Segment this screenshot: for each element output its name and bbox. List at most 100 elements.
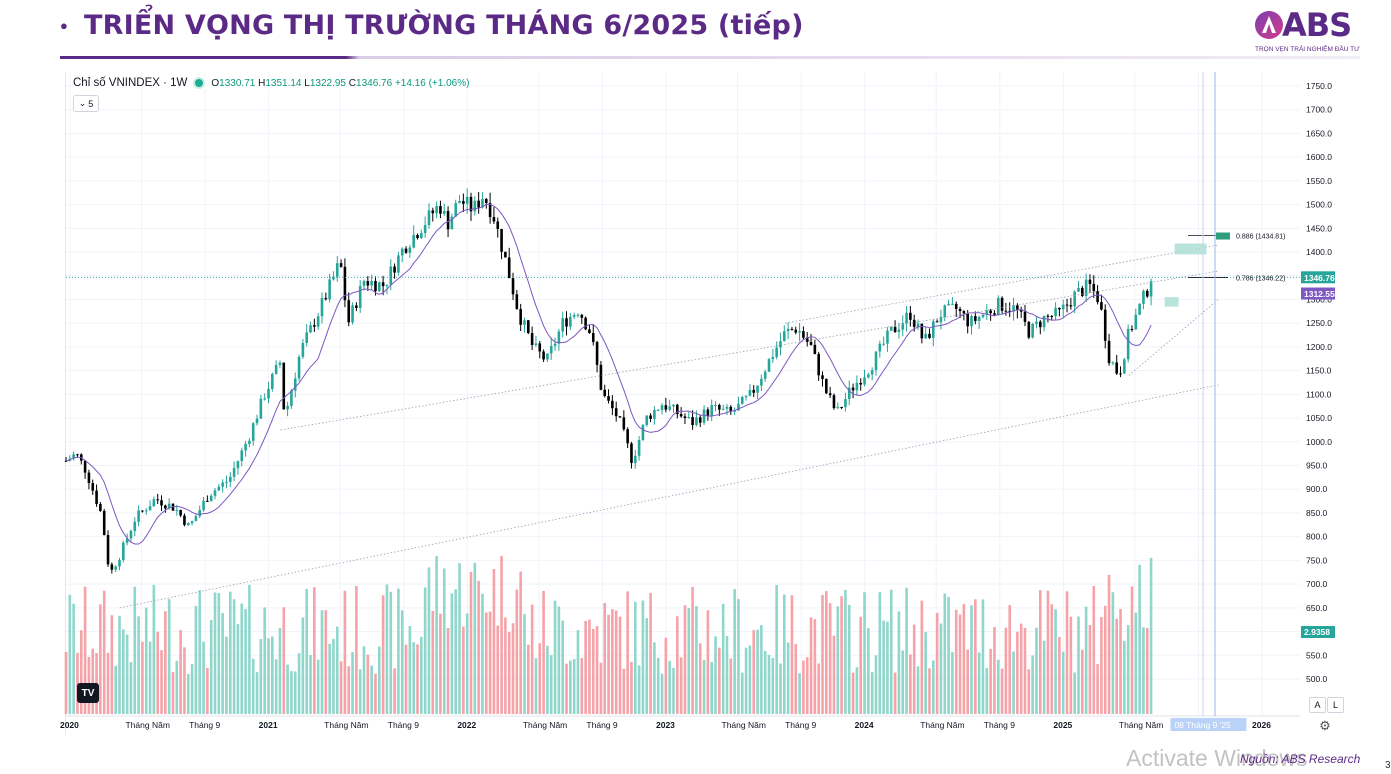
volume-bar (637, 665, 641, 714)
candle-body (351, 305, 354, 323)
volume-bar (542, 590, 545, 714)
candle-body (549, 345, 553, 354)
candle-body (939, 316, 943, 323)
volume-bar (152, 584, 156, 714)
volume-bar (347, 666, 351, 714)
candle-body (863, 377, 866, 385)
candle-body (836, 406, 840, 409)
candle-body (198, 510, 202, 517)
volume-bar (248, 584, 251, 714)
volume-bar (454, 589, 458, 714)
candle-body (179, 509, 182, 516)
volume-bar (729, 658, 733, 714)
volume-bar (1130, 586, 1134, 714)
y-tick-label: 1400.0 (1306, 247, 1332, 257)
volume-bar (989, 648, 992, 714)
candle-body (209, 495, 213, 502)
candle-body (679, 413, 683, 417)
volume-bar (710, 661, 714, 714)
volume-bar (232, 599, 236, 714)
volume-bar (905, 587, 908, 714)
symbol-label[interactable]: Chỉ số VNINDEX · 1W (73, 77, 188, 89)
x-tick-label: 2022 (457, 720, 476, 730)
volume-bar (263, 607, 266, 714)
volume-bar (420, 636, 423, 714)
volume-bar (305, 588, 309, 714)
y-tick-label: 1550.0 (1306, 176, 1332, 186)
volume-bar (748, 645, 752, 714)
volume-bar (462, 626, 465, 714)
candle-body (420, 232, 423, 239)
candle-body (1042, 315, 1046, 328)
volume-bar (832, 635, 836, 714)
volume-bar (320, 610, 324, 714)
gear-icon[interactable]: ⚙ (1319, 718, 1331, 733)
candle-body (847, 387, 851, 400)
candle-body (584, 317, 587, 330)
candle-body (500, 229, 503, 252)
volume-bar (805, 657, 809, 714)
crosshair-date-label: 08 Tháng 9 '25 (1174, 720, 1231, 730)
volume-bar (194, 605, 198, 714)
title-underline (60, 56, 1360, 59)
log-scale-button[interactable]: L (1327, 697, 1344, 713)
volume-bar (297, 653, 301, 714)
candle-body (156, 499, 159, 501)
candle-body (343, 266, 347, 301)
volume-bar (572, 659, 576, 714)
tradingview-logo[interactable]: TV (77, 683, 99, 703)
candle-body (668, 406, 671, 410)
volume-bar (763, 650, 767, 714)
candle-body (649, 415, 652, 419)
indicator-toggle-button[interactable]: ⌄ 5 (73, 95, 99, 112)
volume-bar (698, 643, 702, 714)
volume-bar (244, 609, 247, 714)
candle-body (706, 409, 710, 416)
auto-scale-button[interactable]: A (1309, 697, 1326, 713)
candle-body (947, 303, 950, 306)
volume-bar (1065, 591, 1069, 714)
volume-bar (500, 555, 503, 714)
candle-body (393, 266, 396, 273)
candle-body (1149, 281, 1153, 297)
target-zone-box (1164, 297, 1179, 307)
volume-bar (114, 665, 117, 714)
volume-bar (630, 661, 633, 714)
candle-body (993, 313, 996, 315)
candle-body (805, 337, 809, 343)
volume-bar (416, 644, 419, 714)
volume-bar (404, 644, 408, 714)
volume-bar (316, 659, 320, 714)
candle-body (76, 454, 79, 456)
volume-bar (771, 658, 775, 714)
candle-body (897, 329, 901, 333)
volume-bar (828, 603, 832, 714)
y-tick-label: 500.0 (1306, 674, 1328, 684)
volume-bar (469, 571, 473, 714)
volume-bar (683, 605, 687, 714)
volume-bar (977, 652, 981, 714)
candle-body (1138, 303, 1141, 315)
candle-body (611, 400, 614, 409)
volume-bar (164, 611, 167, 714)
volume-bar (267, 638, 270, 714)
logo-slogan: TRỌN VẸN TRẢI NGHIỆM ĐẦU TƯ (1255, 46, 1360, 53)
candle-body (332, 276, 335, 280)
candle-body (825, 378, 828, 394)
candle-body (817, 354, 820, 376)
close-value: 1346.76 (356, 77, 393, 89)
candle-body (901, 323, 905, 330)
chart-legend-header: Chỉ số VNINDEX · 1W O1330.71 H1351.14 L1… (73, 77, 470, 89)
candle-body (152, 499, 156, 507)
candle-body (782, 331, 786, 342)
volume-bar (603, 603, 607, 714)
volume-bar (595, 626, 599, 714)
volume-bar (274, 659, 278, 714)
volume-bar (920, 600, 924, 714)
volume-bar (492, 568, 496, 714)
volume-bar (1008, 605, 1012, 714)
candle-body (844, 399, 847, 408)
candle-body (1061, 304, 1065, 310)
candle-body (553, 343, 557, 346)
